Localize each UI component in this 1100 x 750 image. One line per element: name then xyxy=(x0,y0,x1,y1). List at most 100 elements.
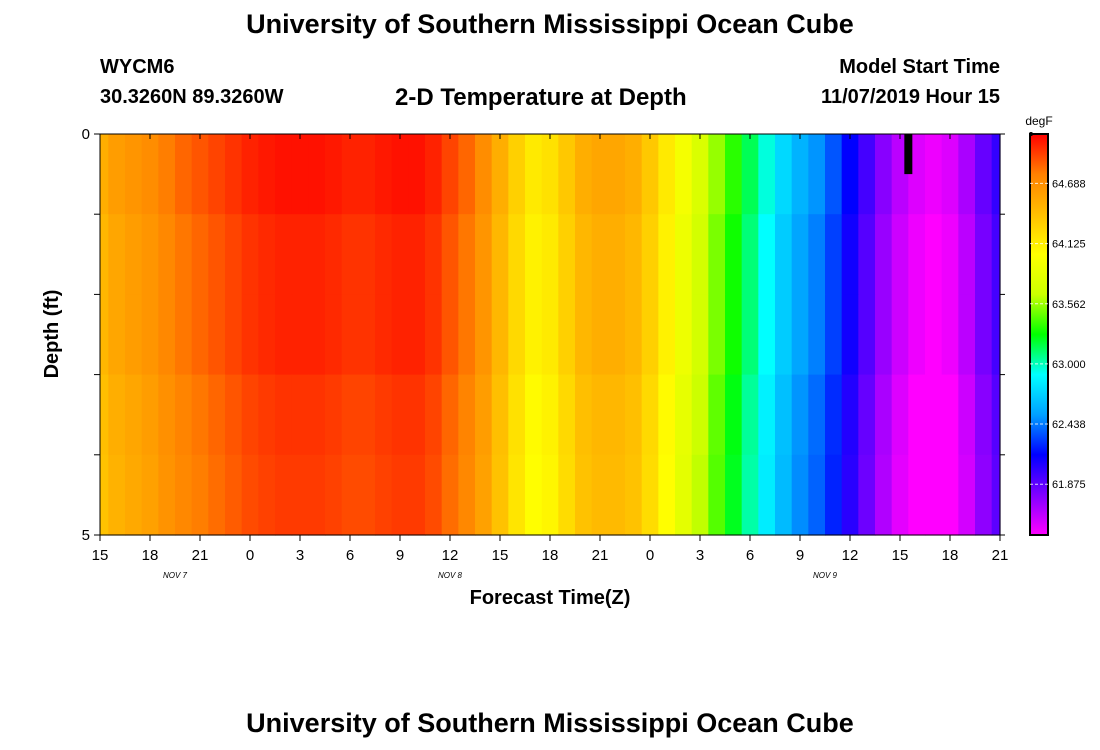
heatmap-cell xyxy=(925,454,943,536)
heatmap-cell xyxy=(341,294,359,376)
x-tick-label: 3 xyxy=(296,547,304,564)
heatmap-cell xyxy=(975,374,993,456)
heatmap-cell xyxy=(391,294,409,376)
heatmap-cell xyxy=(508,294,526,376)
heatmap-cell xyxy=(125,214,143,295)
x-tick-label: 18 xyxy=(142,547,159,564)
heatmap-cell xyxy=(658,454,676,536)
heatmap-cell xyxy=(791,454,809,536)
heatmap-cell xyxy=(491,214,509,295)
heatmap-cell xyxy=(958,374,976,456)
heatmap-cell xyxy=(558,134,576,215)
heatmap-cell xyxy=(258,134,276,215)
heatmap-cell xyxy=(758,294,776,376)
heatmap-cell xyxy=(391,214,409,295)
heatmap-cell xyxy=(508,134,526,215)
heatmap-cell xyxy=(891,294,909,376)
heatmap-cell xyxy=(608,454,626,536)
heatmap-cell xyxy=(908,134,926,215)
heatmap-cell xyxy=(191,214,209,295)
heatmap-cell xyxy=(375,374,393,456)
heatmap-cell xyxy=(125,454,143,536)
heatmap-cell xyxy=(191,134,209,215)
heatmap-cell xyxy=(508,374,526,456)
x-tick-label: 3 xyxy=(696,547,704,564)
heatmap-cell xyxy=(825,294,843,376)
heatmap-cell xyxy=(475,214,493,295)
x-tick-label: 0 xyxy=(646,547,654,564)
heatmap-cell xyxy=(175,294,193,376)
heatmap-cell xyxy=(525,294,543,376)
x-tick-label: 21 xyxy=(592,547,609,564)
heatmap-cell xyxy=(975,214,993,295)
heatmap-cell xyxy=(775,134,793,215)
heatmap-cell xyxy=(125,134,143,215)
y-tick-label: 0 xyxy=(82,126,90,143)
heatmap-cell xyxy=(625,294,643,376)
heatmap-cell xyxy=(325,454,343,536)
heatmap-cell xyxy=(941,374,959,456)
heatmap-cell xyxy=(125,374,143,456)
heatmap-cell xyxy=(441,134,459,215)
heatmap-cell xyxy=(925,214,943,295)
heatmap-cell xyxy=(475,374,493,456)
heatmap-cell xyxy=(991,454,1001,536)
heatmap-cell xyxy=(608,294,626,376)
colorbar-corner xyxy=(1029,132,1033,136)
heatmap-cell xyxy=(675,134,693,215)
heatmap-cell xyxy=(308,214,326,295)
station-id: WYCM6 xyxy=(100,56,175,78)
heatmap-cell xyxy=(641,294,659,376)
heatmap-cell xyxy=(741,294,759,376)
x-tick-label: 15 xyxy=(92,547,109,564)
heatmap-cell xyxy=(708,454,726,536)
heatmap-cell xyxy=(658,374,676,456)
heatmap-cell xyxy=(575,374,593,456)
heatmap-cell xyxy=(241,134,259,215)
heatmap-cell xyxy=(425,134,443,215)
heatmap-cell xyxy=(458,214,476,295)
heatmap-cell xyxy=(358,294,376,376)
heatmap-cell xyxy=(858,214,876,295)
heatmap-cell xyxy=(975,454,993,536)
footer-title: University of Southern Mississippi Ocean… xyxy=(246,708,854,738)
heatmap-cell xyxy=(358,134,376,215)
heatmap-cell xyxy=(141,214,159,295)
heatmap-cell xyxy=(108,454,126,536)
heatmap-cell xyxy=(708,374,726,456)
heatmap-cell xyxy=(208,294,226,376)
heatmap-cell xyxy=(691,134,709,215)
y-axis: 05 xyxy=(82,126,1005,544)
heatmap-cell xyxy=(100,134,109,215)
heatmap-cell xyxy=(408,134,426,215)
heatmap-cell xyxy=(608,214,626,295)
heatmap-cell xyxy=(458,294,476,376)
heatmap-cell xyxy=(100,214,109,295)
heatmap-cell xyxy=(408,454,426,536)
heatmap-cell xyxy=(391,134,409,215)
heatmap-cell xyxy=(991,214,1001,295)
heatmap-cell xyxy=(941,454,959,536)
heatmap-cell xyxy=(791,134,809,215)
heatmap-cell xyxy=(858,374,876,456)
heatmap-cell xyxy=(758,134,776,215)
colorbar-bar xyxy=(1029,133,1049,536)
heatmap-cell xyxy=(558,294,576,376)
heatmap-cell xyxy=(858,454,876,536)
x-tick-label: 21 xyxy=(992,547,1009,564)
heatmap-cell xyxy=(541,454,559,536)
heatmap-cell xyxy=(358,454,376,536)
chart-title: 2-D Temperature at Depth xyxy=(395,84,687,111)
date-label: NOV 9 xyxy=(813,571,838,580)
heatmap-cell xyxy=(325,374,343,456)
heatmap-cell xyxy=(675,214,693,295)
heatmap-cell xyxy=(808,454,826,536)
heatmap-cell xyxy=(675,454,693,536)
heatmap-cell xyxy=(525,134,543,215)
x-tick-label: 6 xyxy=(346,547,354,564)
heatmap-cell xyxy=(575,214,593,295)
heatmap-cell xyxy=(558,374,576,456)
heatmap-cell xyxy=(141,374,159,456)
y-tick-label: 5 xyxy=(82,527,90,544)
